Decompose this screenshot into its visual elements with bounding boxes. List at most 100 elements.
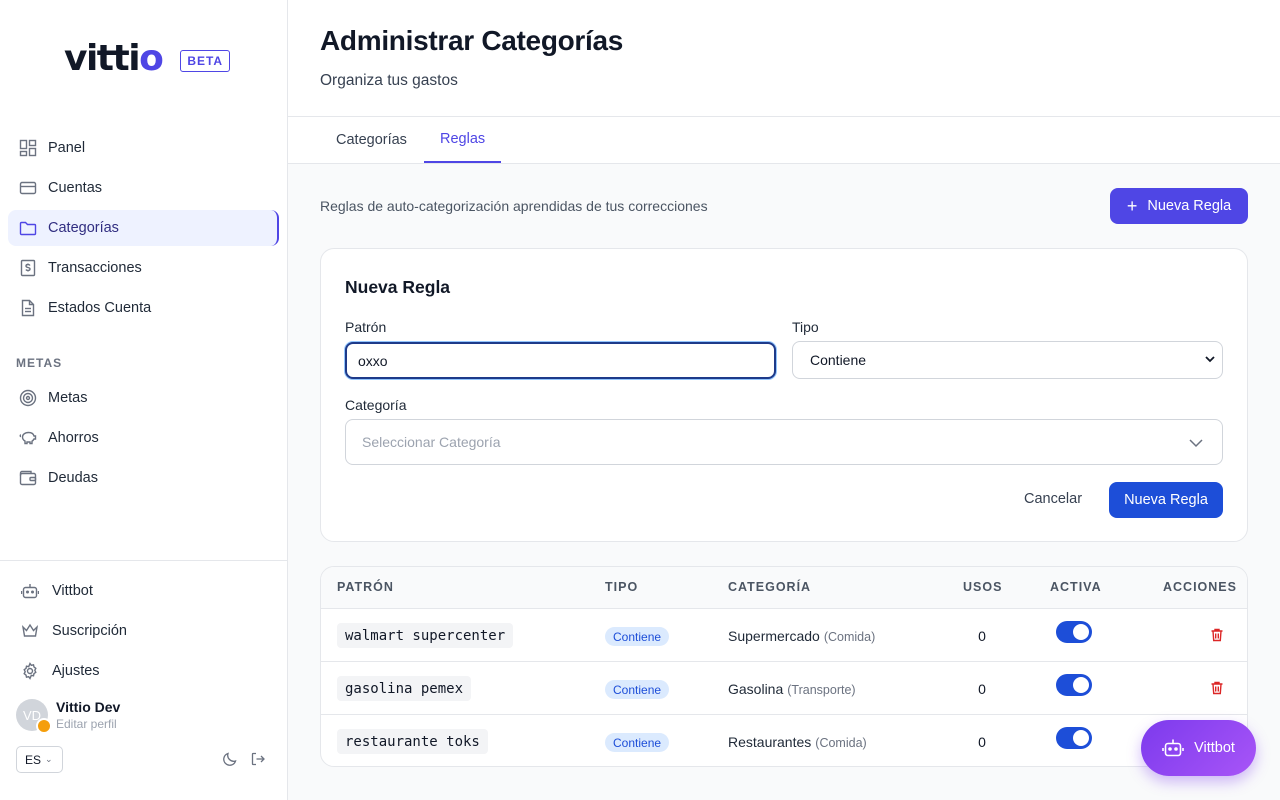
chevron-down-icon: [1189, 439, 1203, 448]
rule-category: Restaurantes (Comida): [728, 734, 867, 750]
sidebar-item-ahorros[interactable]: Ahorros: [8, 420, 279, 456]
cancel-button[interactable]: Cancelar: [1024, 491, 1083, 507]
sidebar-item-label: Categorías: [48, 220, 119, 236]
moon-icon[interactable]: [222, 751, 238, 767]
metas-nav: Metas Ahorros Deudas: [8, 380, 279, 500]
main-nav: Panel Cuentas Categorías Transacciones E…: [8, 130, 279, 330]
trash-icon[interactable]: [1209, 627, 1225, 643]
category-select[interactable]: Seleccionar Categoría: [345, 419, 1223, 465]
avatar: VD: [16, 699, 52, 734]
rule-uses: 0: [978, 681, 986, 697]
rule-category: Gasolina (Transporte): [728, 681, 856, 697]
user-profile[interactable]: VD Vittio Dev Editar perfil: [16, 699, 121, 734]
rule-type-badge: Contiene: [605, 680, 670, 699]
language-select[interactable]: ES ⌄: [16, 746, 63, 773]
target-icon: [18, 388, 38, 408]
table-row: walmart supercenter Contiene Supermercad…: [321, 609, 1247, 662]
sidebar-item-panel[interactable]: Panel: [8, 130, 279, 166]
sidebar-item-deudas[interactable]: Deudas: [8, 460, 279, 496]
plus-icon: +: [1126, 196, 1138, 216]
column-header: TIPO: [605, 580, 639, 594]
column-header: ACTIVA: [1050, 580, 1102, 594]
sidebar-item-transacciones[interactable]: Transacciones: [8, 250, 279, 286]
rule-type-badge: Contiene: [605, 627, 670, 646]
edit-profile-link[interactable]: Editar perfil: [56, 717, 117, 731]
form-title: Nueva Regla: [345, 277, 451, 297]
sidebar-item-label: Suscripción: [52, 623, 127, 639]
sidebar-item-label: Deudas: [48, 470, 98, 486]
wallet-icon: [18, 468, 38, 488]
table-header: PATRÓN TIPO CATEGORÍA USOS ACTIVA ACCION…: [321, 567, 1247, 609]
sidebar-item-label: Panel: [48, 140, 86, 156]
bot-icon: [1162, 739, 1184, 757]
page-title: Administrar Categorías: [320, 25, 624, 56]
logout-icon[interactable]: [250, 751, 266, 767]
sidebar: vittio BETA Panel Cuentas Categorías T: [0, 0, 288, 800]
chevron-down-icon: ⌄: [45, 754, 53, 764]
sidebar-item-cuentas[interactable]: Cuentas: [8, 170, 279, 206]
document-icon: [18, 298, 38, 318]
type-select[interactable]: Contiene: [792, 341, 1223, 379]
sidebar-item-label: Vittbot: [52, 583, 93, 599]
rule-pattern: restaurante toks: [337, 729, 488, 754]
user-name: Vittio Dev: [56, 699, 121, 715]
credit-card-icon: [18, 178, 38, 198]
sidebar-item-label: Cuentas: [48, 180, 103, 196]
table-row: restaurante toks Contiene Restaurantes (C…: [321, 715, 1247, 766]
sidebar-item-ajustes[interactable]: Ajustes: [0, 651, 287, 691]
logo[interactable]: vittio: [64, 38, 164, 79]
column-header: CATEGORÍA: [728, 580, 812, 594]
rules-description: Reglas de auto-categorización aprendidas…: [320, 198, 708, 214]
piggy-bank-icon: [18, 428, 38, 448]
bot-icon: [20, 581, 40, 601]
sidebar-item-label: Ajustes: [52, 663, 100, 679]
sidebar-item-metas[interactable]: Metas: [8, 380, 279, 416]
rule-category: Supermercado (Comida): [728, 628, 876, 644]
page-subtitle: Organiza tus gastos: [320, 72, 458, 89]
dollar-receipt-icon: [18, 258, 38, 278]
table-row: gasolina pemex Contiene Gasolina (Transpo…: [321, 662, 1247, 715]
sidebar-item-label: Transacciones: [48, 260, 142, 276]
active-toggle[interactable]: [1056, 727, 1092, 749]
column-header: USOS: [963, 580, 1003, 594]
new-rule-button[interactable]: + Nueva Regla: [1110, 188, 1248, 224]
active-toggle[interactable]: [1056, 674, 1092, 696]
new-rule-form: Nueva Regla Patrón oxxo Tipo Contiene Ca…: [320, 248, 1248, 542]
tab-bar: Categorías Reglas: [288, 117, 1280, 164]
sidebar-item-suscripcion[interactable]: Suscripción: [0, 611, 287, 651]
gear-icon: [20, 661, 40, 681]
trash-icon[interactable]: [1209, 680, 1225, 696]
beta-badge: BETA: [180, 50, 231, 72]
column-header: ACCIONES: [1163, 580, 1237, 594]
premium-crown-icon: [36, 718, 52, 734]
category-label: Categoría: [345, 397, 407, 413]
pattern-label: Patrón: [345, 319, 387, 335]
column-header: PATRÓN: [337, 580, 394, 594]
rule-pattern: gasolina pemex: [337, 676, 472, 701]
sidebar-item-vittbot[interactable]: Vittbot: [0, 571, 287, 611]
page-header: Administrar Categorías Organiza tus gast…: [288, 0, 1280, 117]
rule-type-badge: Contiene: [605, 733, 670, 752]
rule-pattern: walmart supercenter: [337, 623, 514, 648]
submit-rule-button[interactable]: Nueva Regla: [1109, 482, 1223, 518]
active-toggle[interactable]: [1056, 621, 1092, 643]
chevron-down-icon: [1205, 356, 1215, 363]
sidebar-item-label: Ahorros: [48, 430, 99, 446]
tab-categorias[interactable]: Categorías: [336, 132, 407, 148]
folder-icon: [18, 218, 38, 238]
type-label: Tipo: [792, 319, 819, 335]
rule-uses: 0: [978, 734, 986, 750]
crown-icon: [20, 621, 40, 641]
brand: vittio BETA: [64, 38, 231, 80]
vittbot-fab-button[interactable]: Vittbot: [1141, 720, 1256, 776]
rules-table: PATRÓN TIPO CATEGORÍA USOS ACTIVA ACCION…: [320, 566, 1248, 767]
pattern-input[interactable]: oxxo: [345, 342, 776, 379]
sidebar-item-label: Estados Cuenta: [48, 300, 152, 316]
sidebar-item-estados-cuenta[interactable]: Estados Cuenta: [8, 290, 279, 326]
rule-uses: 0: [978, 628, 986, 644]
sidebar-item-categorias[interactable]: Categorías: [8, 210, 279, 246]
tab-reglas[interactable]: Reglas: [424, 117, 502, 163]
nav-section-label: METAS: [16, 356, 63, 370]
sidebar-footer: Vittbot Suscripción Ajustes VD Vittio De…: [0, 560, 287, 773]
grid-icon: [18, 138, 38, 158]
